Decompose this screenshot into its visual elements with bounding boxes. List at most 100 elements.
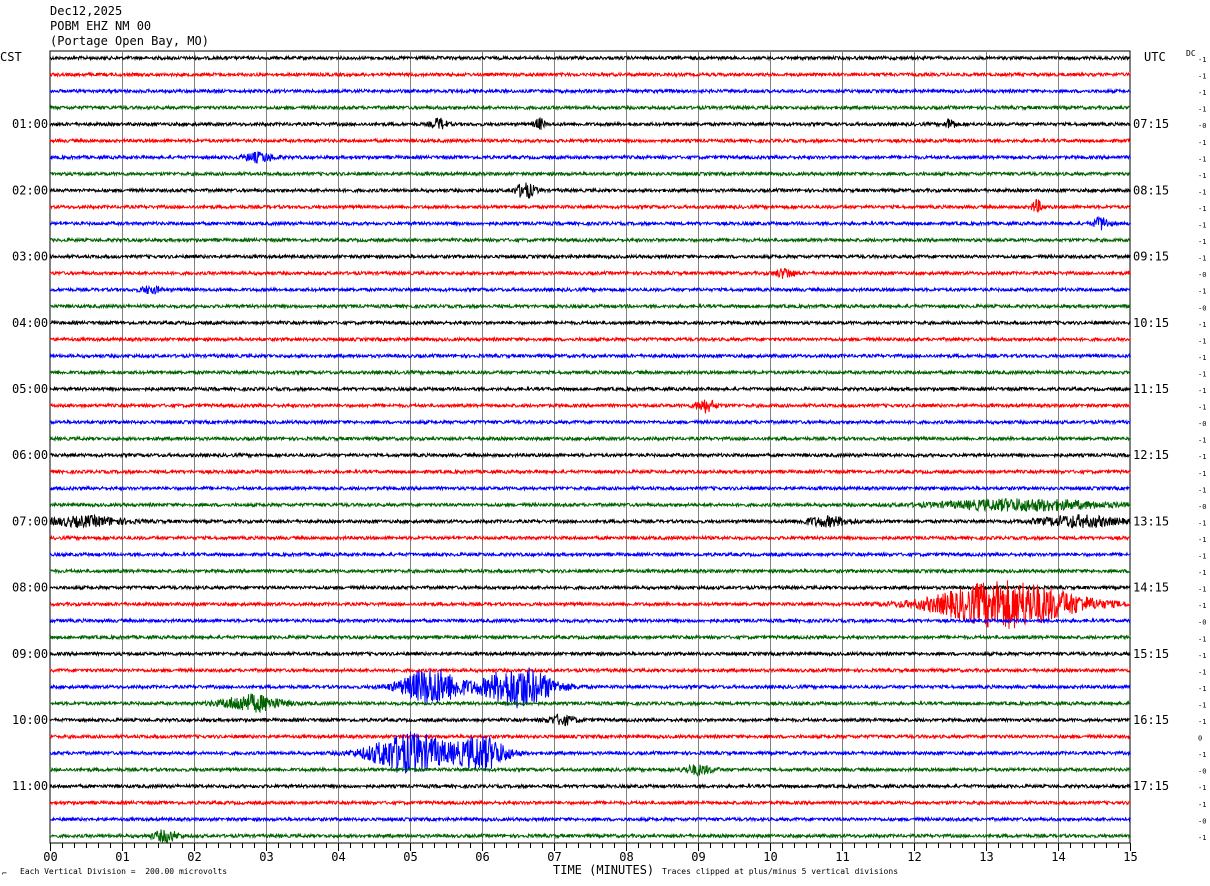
left-hour-label: 05:00 [12, 382, 48, 396]
seismic-trace [49, 829, 1131, 845]
seismic-trace [49, 104, 1131, 112]
right-hour-label: 17:15 [1133, 779, 1169, 793]
dc-offset-value: -1 [1198, 453, 1206, 461]
seismic-trace [49, 667, 1131, 709]
dc-offset-value: -1 [1198, 586, 1206, 594]
dc-offset-value: -1 [1198, 437, 1206, 445]
dc-offset-value: -1 [1198, 255, 1206, 263]
seismic-trace [49, 368, 1131, 376]
left-hour-label: 11:00 [12, 779, 48, 793]
dc-offset-value: -1 [1198, 205, 1206, 213]
x-tick-label: 14 [1051, 850, 1065, 864]
station-code: POBM EHZ NM 00 [50, 19, 152, 33]
dc-offset-value: -1 [1198, 718, 1206, 726]
x-tick-label: 06 [475, 850, 489, 864]
seismic-trace [49, 650, 1131, 658]
dc-offset-value: -1 [1198, 337, 1206, 345]
dc-offset-value: -0 [1198, 768, 1206, 776]
seismic-trace [49, 468, 1131, 476]
left-hour-label: 01:00 [12, 117, 48, 131]
seismic-trace [49, 567, 1131, 575]
dc-offset-value: -0 [1198, 122, 1206, 130]
dc-offset-value: -0 [1198, 503, 1206, 511]
seismic-trace [49, 484, 1131, 492]
seismic-trace [49, 117, 1131, 130]
x-tick-label: 05 [403, 850, 417, 864]
dc-offset-value: -1 [1198, 354, 1206, 362]
x-tick-label: 08 [619, 850, 633, 864]
dc-offset-value: -1 [1198, 519, 1206, 527]
seismic-trace [49, 584, 1131, 592]
dc-offset-value: -1 [1198, 652, 1206, 660]
left-hour-label: 02:00 [12, 183, 48, 197]
seismic-trace [49, 284, 1131, 295]
dc-offset-value: -1 [1198, 172, 1206, 180]
dc-offset-value: -1 [1198, 106, 1206, 114]
seismic-trace [49, 435, 1131, 443]
dc-offset-value: -1 [1198, 602, 1206, 610]
dc-offset-header: DC [1186, 49, 1196, 58]
seismic-trace [49, 713, 1131, 727]
seismic-trace [49, 731, 1131, 774]
seismic-trace [49, 198, 1131, 214]
right-hour-label: 13:15 [1133, 514, 1169, 528]
x-tick-label: 00 [43, 850, 57, 864]
right-hour-label: 14:15 [1133, 581, 1169, 595]
dc-offset-value: -1 [1198, 685, 1206, 693]
seismic-trace [49, 617, 1131, 625]
right-hour-label: 10:15 [1133, 316, 1169, 330]
right-hour-label: 08:15 [1133, 183, 1169, 197]
x-tick-label: 12 [907, 850, 921, 864]
seismic-trace [49, 799, 1131, 807]
dc-offset-value: -1 [1198, 155, 1206, 163]
x-axis-label: TIME (MINUTES) [553, 863, 655, 877]
x-tick-label: 04 [331, 850, 345, 864]
dc-offset-value: -0 [1198, 619, 1206, 627]
left-hour-label: 08:00 [12, 581, 48, 595]
dc-offset-value: -1 [1198, 470, 1206, 478]
x-tick-label: 15 [1123, 850, 1137, 864]
seismic-trace [49, 352, 1131, 360]
plot-date: Dec12,2025 [50, 4, 123, 18]
seismic-trace [49, 513, 1131, 529]
station-location: (Portage Open Bay, MO) [50, 34, 209, 48]
dc-offset-value: -1 [1198, 486, 1206, 494]
right-hour-label: 12:15 [1133, 448, 1169, 462]
seismic-trace [49, 763, 1131, 777]
dc-offset-value: -0 [1198, 420, 1206, 428]
left-hour-label: 07:00 [12, 514, 48, 528]
seismic-trace [49, 633, 1131, 641]
dc-offset-value: -1 [1198, 701, 1206, 709]
dc-offset-value: -1 [1198, 56, 1206, 64]
right-hour-label: 16:15 [1133, 713, 1169, 727]
x-tick-label: 09 [691, 850, 705, 864]
seismic-trace [49, 550, 1131, 559]
left-timezone-label: CST [0, 50, 22, 64]
dc-offset-value: -1 [1198, 89, 1206, 97]
seismic-trace [50, 151, 1131, 164]
corner-mark: ⌐ [2, 869, 7, 878]
dc-offset-value: -1 [1198, 834, 1206, 842]
seismic-trace [49, 451, 1131, 459]
seismic-trace [49, 733, 1131, 740]
dc-offset-value: -1 [1198, 321, 1206, 329]
seismic-trace [49, 71, 1131, 79]
plot-frame [49, 50, 1131, 844]
seismic-trace [49, 54, 1131, 62]
left-hour-label: 06:00 [12, 448, 48, 462]
x-tick-label: 03 [259, 850, 273, 864]
x-tick-label: 01 [115, 850, 129, 864]
x-tick-label: 13 [979, 850, 993, 864]
seismic-trace [49, 666, 1131, 674]
clip-note: Traces clipped at plus/minus 5 vertical … [662, 867, 899, 876]
dc-offset-value: -1 [1198, 635, 1206, 643]
seismic-trace [49, 302, 1131, 310]
seismic-trace [49, 693, 1131, 714]
right-hour-label: 15:15 [1133, 647, 1169, 661]
dc-offset-value: -1 [1198, 139, 1206, 147]
right-hour-label: 09:15 [1133, 250, 1169, 264]
x-tick-label: 10 [763, 850, 777, 864]
right-timezone-label: UTC [1144, 50, 1166, 64]
seismic-trace [49, 498, 1131, 513]
dc-offset-value: -1 [1198, 73, 1206, 81]
